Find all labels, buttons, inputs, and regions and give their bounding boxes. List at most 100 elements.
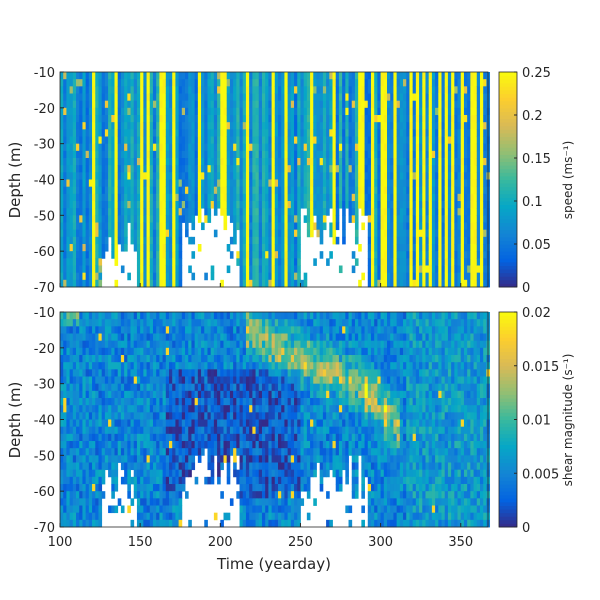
heatmap-cell <box>162 215 167 223</box>
heatmap-cell <box>197 158 202 166</box>
heatmap-cell <box>406 115 410 123</box>
heatmap-cell <box>361 208 365 216</box>
heatmap-cell <box>108 150 112 159</box>
heatmap-cell <box>268 179 272 188</box>
heatmap-cell <box>136 347 141 356</box>
heatmap-cell <box>146 398 151 406</box>
heatmap-cell <box>207 72 212 80</box>
heatmap-cell <box>297 100 301 109</box>
heatmap-cell <box>194 143 199 152</box>
heatmap-cell <box>207 86 212 94</box>
heatmap-cell <box>156 419 160 428</box>
heatmap-cell <box>88 355 93 363</box>
heatmap-cell <box>92 448 96 456</box>
heatmap-cell <box>467 279 471 288</box>
heatmap-cell <box>313 258 317 266</box>
heatmap-cell <box>130 462 135 471</box>
heatmap-cell <box>104 319 109 327</box>
heatmap-cell <box>447 79 452 87</box>
heatmap-cell <box>252 258 256 266</box>
heatmap-cell <box>98 201 103 209</box>
heatmap-cell <box>239 172 244 180</box>
heatmap-cell <box>268 100 272 109</box>
heatmap-cell <box>278 143 282 152</box>
heatmap-cell <box>117 326 122 334</box>
heatmap-cell <box>274 244 279 252</box>
heatmap-cell <box>149 136 154 145</box>
heatmap-cell <box>156 369 160 377</box>
heatmap-cell <box>127 150 131 159</box>
heatmap-cell <box>185 426 189 435</box>
heatmap-cell <box>201 333 205 342</box>
heatmap-cell <box>63 158 67 166</box>
heatmap-cell <box>178 244 183 252</box>
heatmap-cell <box>329 165 333 173</box>
heatmap-cell <box>403 86 407 94</box>
heatmap-cell <box>306 100 311 109</box>
heatmap-cell <box>422 251 426 259</box>
heatmap-cell <box>428 244 433 252</box>
heatmap-cell <box>88 244 93 252</box>
heatmap-cell <box>111 150 115 159</box>
heatmap-cell <box>114 362 119 370</box>
heatmap-cell <box>66 383 71 392</box>
heatmap-cell <box>396 86 401 94</box>
heatmap-cell <box>191 93 196 102</box>
heatmap-cell <box>204 136 208 145</box>
heatmap-cell <box>85 355 90 363</box>
heatmap-cell <box>361 86 365 94</box>
heatmap-cell <box>111 143 115 152</box>
heatmap-cell <box>374 122 378 130</box>
heatmap-cell <box>249 136 253 145</box>
heatmap-cell <box>194 122 199 130</box>
heatmap-cell <box>393 158 398 166</box>
heatmap-cell <box>136 412 141 420</box>
heatmap-cell <box>454 158 458 166</box>
heatmap-cell <box>412 158 417 166</box>
heatmap-cell <box>425 79 430 87</box>
heatmap-cell <box>217 201 221 209</box>
heatmap-cell <box>111 158 115 166</box>
heatmap-cell <box>447 222 452 231</box>
heatmap-cell <box>76 272 80 281</box>
heatmap-cell <box>476 186 481 195</box>
heatmap-cell <box>438 72 442 80</box>
heatmap-cell <box>108 143 112 152</box>
heatmap-cell <box>79 512 83 521</box>
heatmap-cell <box>181 376 186 385</box>
heatmap-cell <box>152 265 157 274</box>
heatmap-cell <box>82 236 87 245</box>
heatmap-cell <box>483 79 487 87</box>
heatmap-cell <box>354 107 359 116</box>
heatmap-cell <box>403 244 407 252</box>
heatmap-cell <box>213 115 218 123</box>
heatmap-cell <box>181 150 186 159</box>
heatmap-cell <box>85 390 90 399</box>
heatmap-cell <box>101 448 106 456</box>
heatmap-cell <box>377 172 381 180</box>
heatmap-cell <box>306 158 311 166</box>
heatmap-cell <box>364 165 369 173</box>
heatmap-cell <box>441 201 446 209</box>
heatmap-cell <box>88 115 93 123</box>
heatmap-cell <box>82 165 87 173</box>
heatmap-cell <box>79 244 83 252</box>
heatmap-cell <box>101 441 106 449</box>
heatmap-cell <box>104 229 109 238</box>
heatmap-cell <box>169 158 173 166</box>
heatmap-cell <box>146 412 151 420</box>
heatmap-cell <box>345 179 349 188</box>
heatmap-cell <box>66 258 71 266</box>
heatmap-cell <box>101 208 106 216</box>
heatmap-cell <box>104 376 109 385</box>
heatmap-cell <box>111 326 115 334</box>
heatmap-cell <box>98 150 103 159</box>
heatmap-cell <box>95 519 99 528</box>
heatmap-cell <box>136 279 141 288</box>
heatmap-cell <box>130 201 135 209</box>
heatmap-cell <box>169 333 173 342</box>
heatmap-cell <box>162 208 167 216</box>
heatmap-cell <box>387 122 391 130</box>
heatmap-cell <box>114 129 119 137</box>
heatmap-cell <box>377 279 381 288</box>
